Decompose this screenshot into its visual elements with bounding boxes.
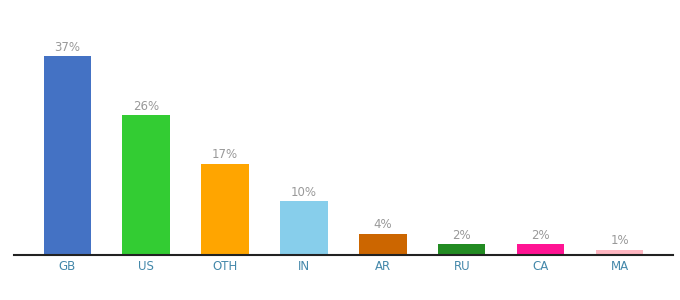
Bar bbox=[44, 56, 91, 255]
Text: 2%: 2% bbox=[452, 229, 471, 242]
Text: 2%: 2% bbox=[531, 229, 550, 242]
Text: 17%: 17% bbox=[212, 148, 238, 161]
Bar bbox=[438, 244, 486, 255]
Bar bbox=[359, 233, 407, 255]
Bar bbox=[280, 201, 328, 255]
Bar bbox=[596, 250, 643, 255]
Bar bbox=[201, 164, 249, 255]
Text: 1%: 1% bbox=[610, 234, 629, 247]
Text: 26%: 26% bbox=[133, 100, 159, 112]
Text: 4%: 4% bbox=[373, 218, 392, 231]
Bar bbox=[122, 115, 170, 255]
Text: 10%: 10% bbox=[291, 186, 317, 199]
Bar bbox=[517, 244, 564, 255]
Text: 37%: 37% bbox=[54, 40, 80, 53]
